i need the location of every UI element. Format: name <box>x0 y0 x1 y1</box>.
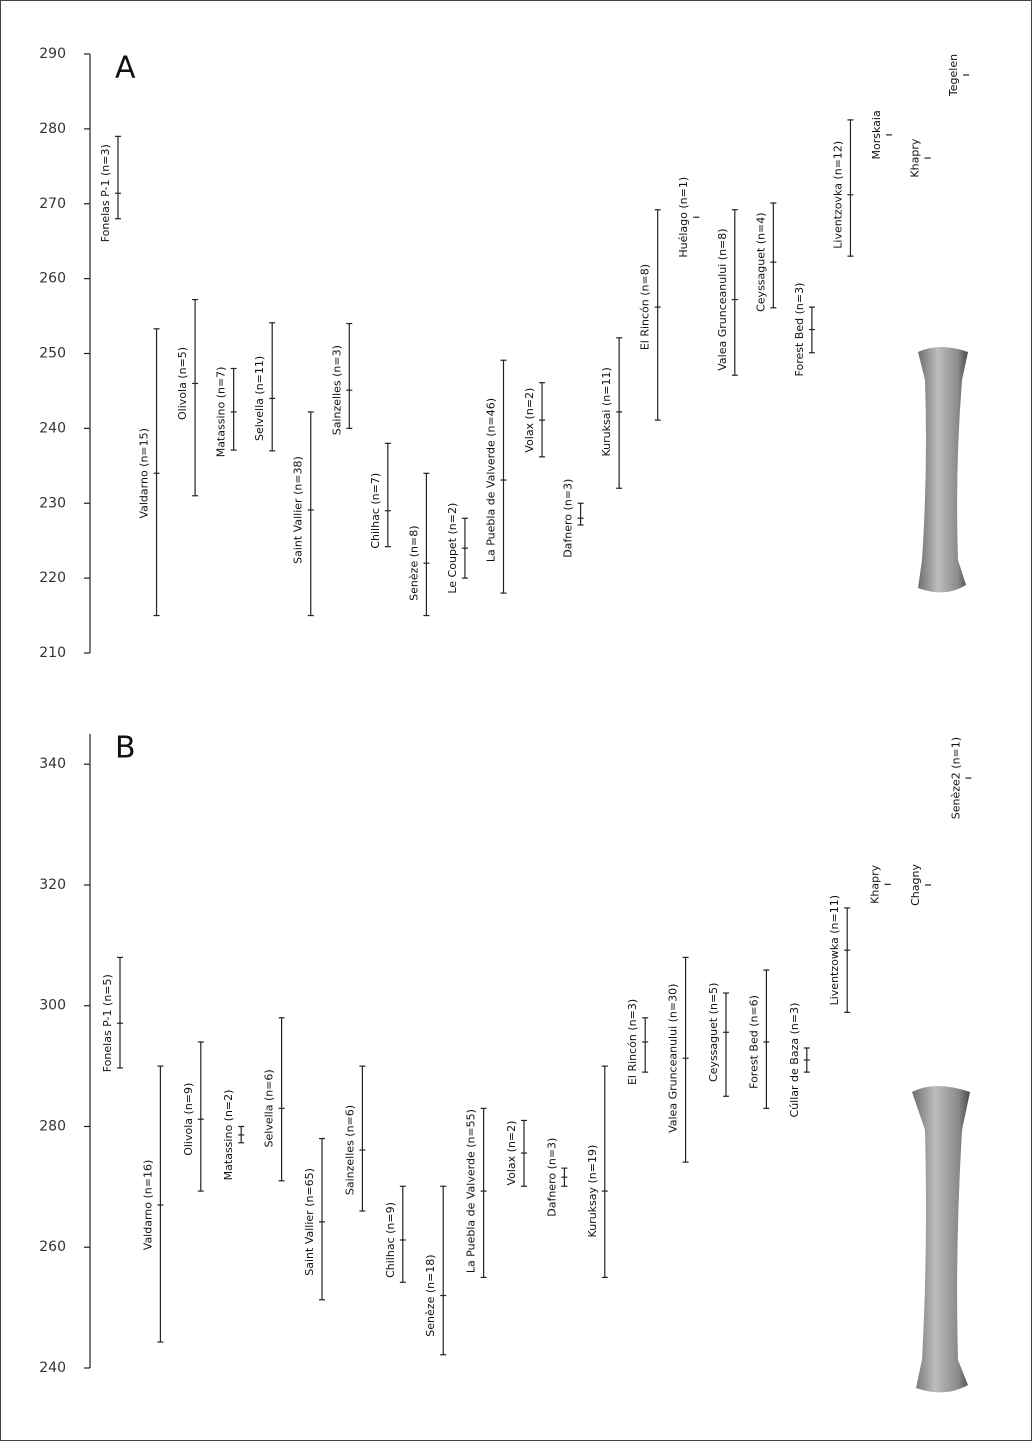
y-tick-label: 220 <box>39 570 66 586</box>
site-label: Morskaia <box>870 110 883 159</box>
site-label: Matassino (n=2) <box>222 1090 235 1181</box>
site-label: Selvella (n=6) <box>263 1069 276 1147</box>
site-label: Senèze2 (n=1) <box>949 737 962 819</box>
site-label: Olivola (n=5) <box>176 347 189 420</box>
site-label: Volax (n=2) <box>505 1121 518 1186</box>
site-label: Matassino (n=7) <box>215 367 228 458</box>
site-label: Fonelas P-1 (n=3) <box>99 144 112 242</box>
site-label: El Rincón (n=8) <box>639 264 652 350</box>
site-label: Chilhac (n=9) <box>384 1202 397 1278</box>
y-tick-label: 280 <box>39 1118 66 1134</box>
y-tick-label: 260 <box>39 271 66 287</box>
site-label: Selvella (n=11) <box>253 356 266 441</box>
y-tick-label: 290 <box>39 46 66 62</box>
site-label: Ceyssaguet (n=4) <box>754 212 767 311</box>
site-label: Senèze (n=8) <box>407 525 420 600</box>
site-label: Kuruksay (n=19) <box>586 1145 599 1238</box>
y-tick-label: 260 <box>39 1239 66 1255</box>
site-label: Liventzovka (n=12) <box>831 141 844 249</box>
y-tick-label: 210 <box>39 645 66 661</box>
y-tick-label: 300 <box>39 998 66 1014</box>
panel-label: A <box>115 51 136 86</box>
site-label: Chilhac (n=7) <box>369 473 382 549</box>
site-label: Liventzowka (n=11) <box>828 895 841 1005</box>
y-tick-label: 240 <box>39 1360 66 1376</box>
site-label: La Puebla de Valverde (n=46) <box>485 398 498 562</box>
site-label: Tegelen <box>947 54 960 97</box>
site-label: Forest Bed (n=3) <box>793 283 806 377</box>
site-label: Saint Vallier (n=65) <box>303 1168 316 1276</box>
bone-image <box>912 1086 970 1393</box>
site-label: Senèze (n=18) <box>424 1254 437 1336</box>
site-label: Fonelas P-1 (n=5) <box>101 974 114 1072</box>
site-label: Volax (n=2) <box>523 388 536 453</box>
y-tick-label: 270 <box>39 196 66 212</box>
bone-image <box>918 347 968 593</box>
site-label: Valdarno (n=15) <box>138 428 151 519</box>
site-label: Valea Grunceanului (n=30) <box>667 984 680 1133</box>
site-label: Sainzelles (n=3) <box>330 345 343 435</box>
y-tick-label: 250 <box>39 346 66 362</box>
y-tick-label: 230 <box>39 495 66 511</box>
site-label: La Puebla de Valverde (n=55) <box>465 1109 478 1273</box>
site-label: Huélago (n=1) <box>677 177 690 258</box>
site-label: Chagny <box>909 864 922 906</box>
panel-label: B <box>115 731 136 766</box>
site-label: Valdarno (n=16) <box>141 1160 154 1251</box>
site-label: Sainzelles (n=6) <box>343 1105 356 1195</box>
site-label: Forest Bed (n=6) <box>747 995 760 1089</box>
site-label: Valea Grunceanului (n=8) <box>716 228 729 370</box>
site-label: Olivola (n=9) <box>182 1083 195 1156</box>
site-label: Dafnero (n=3) <box>562 479 575 558</box>
site-label: Ceyssaguet (n=5) <box>707 983 720 1082</box>
site-label: Khapry <box>909 138 922 177</box>
y-tick-label: 280 <box>39 121 66 137</box>
site-label: Dafnero (n=3) <box>545 1138 558 1217</box>
site-label: Le Coupet (n=2) <box>446 503 459 594</box>
y-tick-label: 320 <box>39 877 66 893</box>
site-label: El Rincón (n=3) <box>626 999 639 1085</box>
y-tick-label: 240 <box>39 420 66 436</box>
site-label: Saint Vallier (n=38) <box>292 456 305 564</box>
site-label: Khapry <box>869 864 882 903</box>
site-label: Kuruksai (n=11) <box>600 367 613 456</box>
y-tick-label: 340 <box>39 756 66 772</box>
site-label: Cúllar de Baza (n=3) <box>788 1003 801 1118</box>
